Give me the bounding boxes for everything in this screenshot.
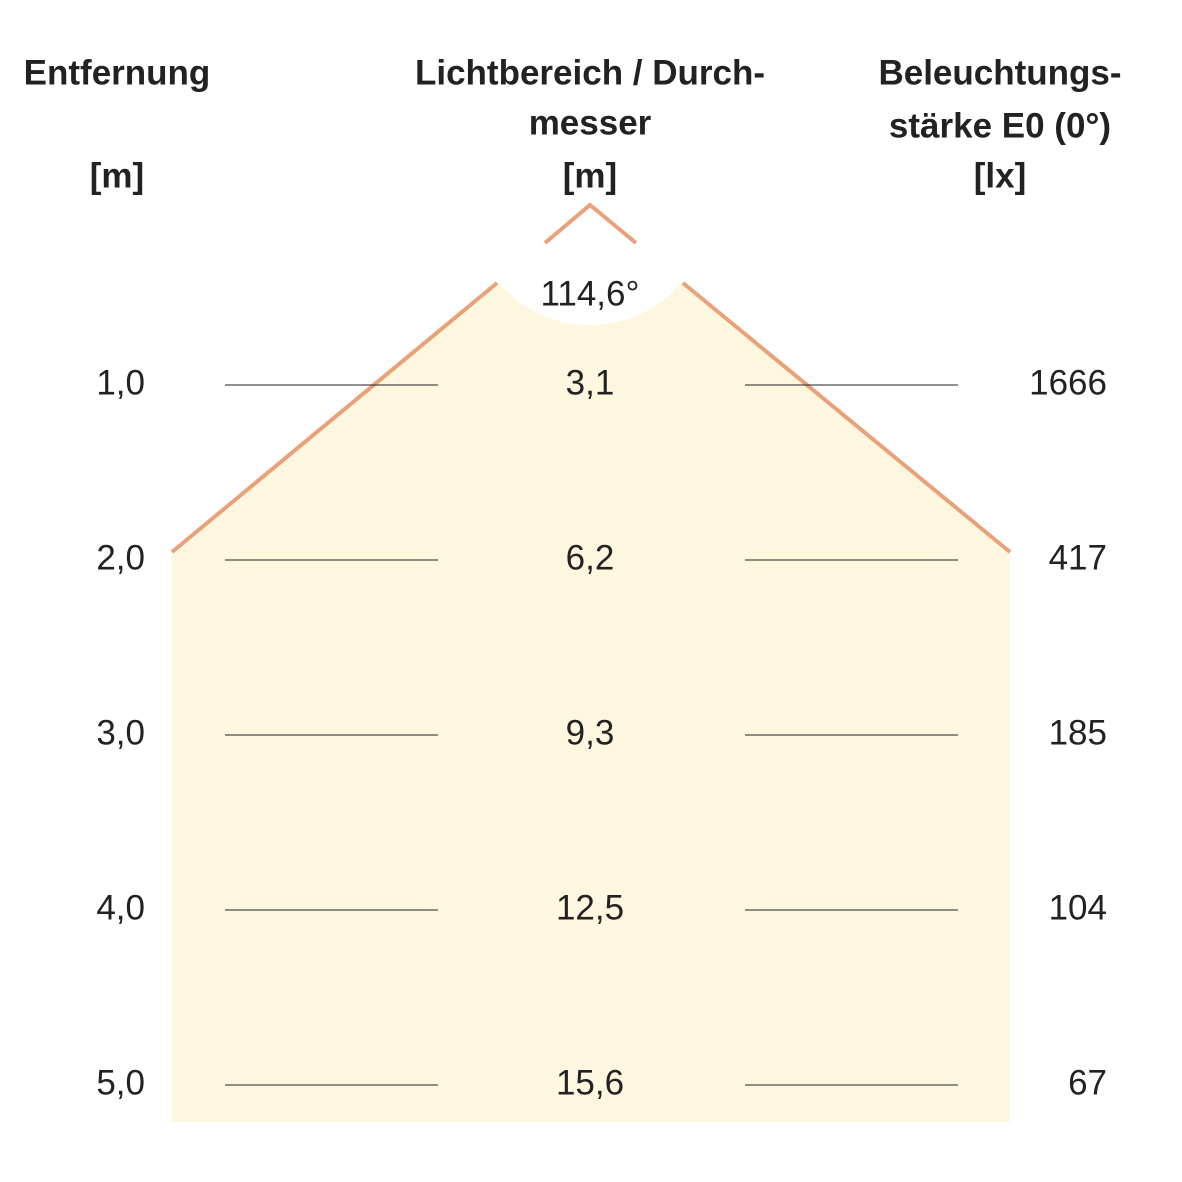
- cone-edges: [170, 202, 1012, 554]
- illuminance: 185: [1049, 713, 1107, 752]
- column-header: Lichtbereich / Durch-: [415, 53, 765, 92]
- illuminance: 104: [1049, 888, 1107, 927]
- beam-angle: 114,6°: [541, 274, 640, 313]
- diameter: 12,5: [556, 888, 624, 927]
- right-edge: [681, 281, 1012, 554]
- diameter: 3,1: [566, 363, 615, 402]
- column-header: messer: [529, 103, 652, 142]
- diameter: 9,3: [566, 713, 615, 752]
- distance: 5,0: [96, 1063, 145, 1102]
- diameter: 15,6: [556, 1063, 624, 1102]
- distance: 4,0: [96, 888, 145, 927]
- distance: 3,0: [96, 713, 145, 752]
- apex: [543, 202, 638, 245]
- column-header: stärke E0 (0°): [889, 106, 1111, 145]
- column-header: [m]: [90, 156, 144, 195]
- column-header: Entfernung: [24, 53, 211, 92]
- illuminance: 1666: [1029, 363, 1107, 402]
- column-header: [lx]: [974, 156, 1027, 195]
- left-edge: [170, 281, 499, 554]
- distance: 2,0: [96, 538, 145, 577]
- illuminance: 67: [1068, 1063, 1107, 1102]
- column-header: [m]: [563, 156, 617, 195]
- diameter: 6,2: [566, 538, 615, 577]
- illuminance: 417: [1049, 538, 1107, 577]
- column-header: Beleuchtungs-: [878, 53, 1121, 92]
- distance: 1,0: [96, 363, 145, 402]
- light-cone: [172, 205, 1010, 1122]
